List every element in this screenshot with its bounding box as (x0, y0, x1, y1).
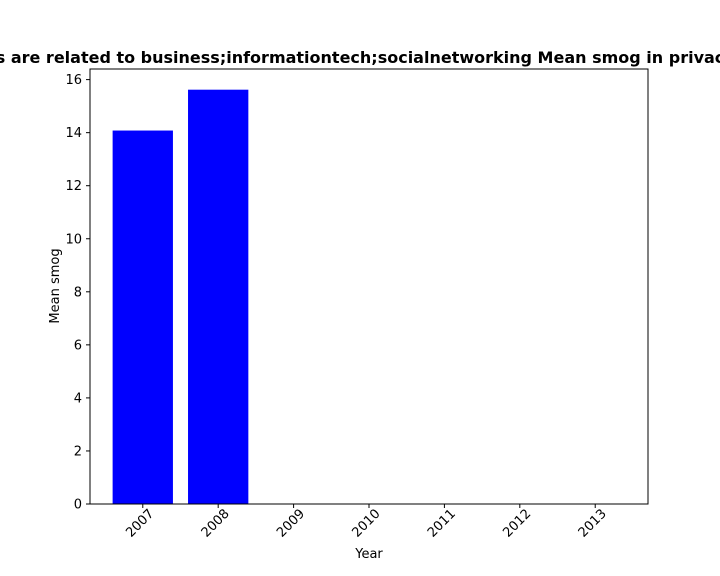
x-axis-label: Year (354, 547, 383, 562)
y-tick-label: 2 (74, 444, 82, 459)
bars-layer (112, 89, 249, 505)
y-tick-label: 4 (74, 391, 82, 406)
y-axis-label: Mean smog (48, 248, 63, 323)
y-tick-label: 8 (74, 285, 82, 300)
bar-2007 (112, 130, 173, 505)
y-axis: 0 2 4 6 8 10 12 14 16 (65, 73, 90, 513)
y-tick-label: 14 (65, 126, 82, 141)
y-tick-label: 12 (65, 179, 82, 194)
bar-2008 (188, 89, 249, 504)
y-tick-label: 16 (65, 73, 82, 88)
y-tick-label: 6 (74, 338, 82, 353)
y-tick-label: 0 (74, 498, 82, 513)
y-tick-label: 10 (65, 232, 82, 247)
chart-title: s are related to business;informationtec… (0, 48, 720, 67)
